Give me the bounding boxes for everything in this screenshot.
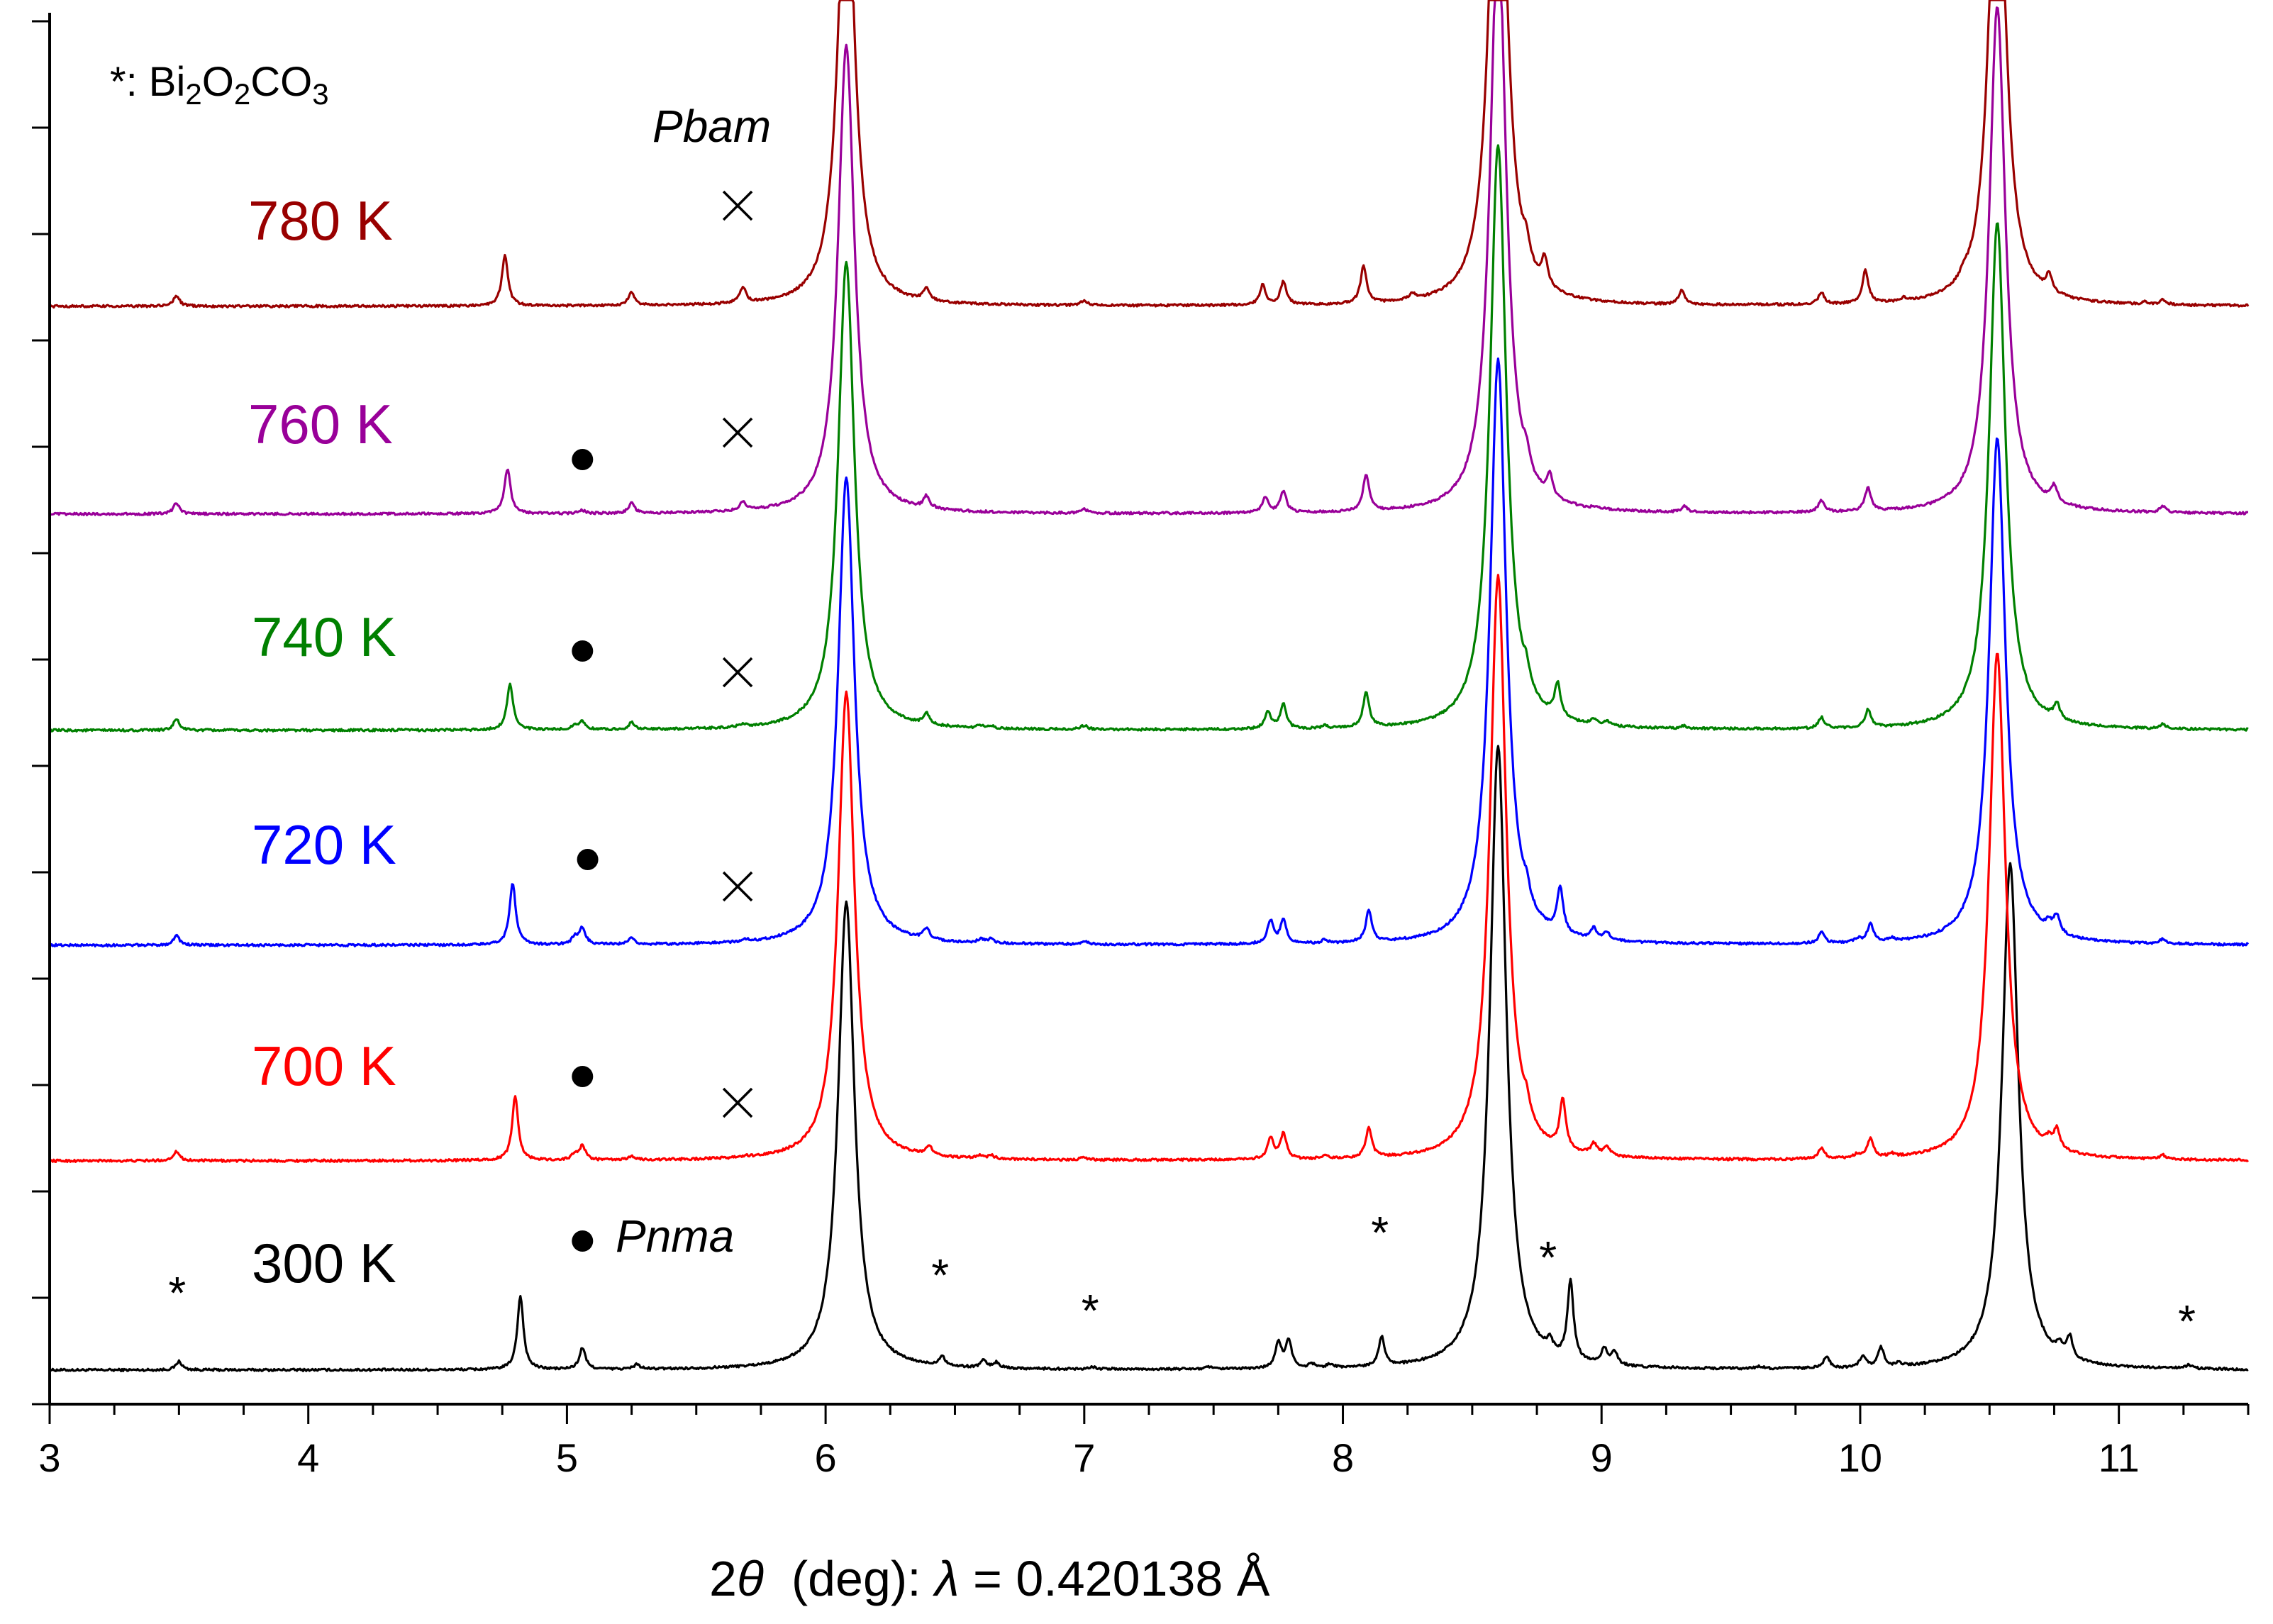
asterisk-marker: * xyxy=(931,1250,949,1301)
dot-marker xyxy=(572,449,594,470)
series-line-780k xyxy=(48,0,2250,309)
series-label-780k: 780 K xyxy=(248,189,393,252)
legend-bi2o2co3: *: Bi2O2CO3 xyxy=(110,59,329,111)
series-label-740k: 740 K xyxy=(252,606,396,668)
cross-marker xyxy=(722,190,753,221)
cross-marker xyxy=(722,1087,753,1118)
legend-marker: * xyxy=(110,59,126,105)
series-line-720k xyxy=(49,357,2250,948)
cross-marker xyxy=(722,417,753,448)
dot-marker xyxy=(572,640,594,662)
x-tick-label: 11 xyxy=(2099,1435,2140,1480)
asterisk-marker: * xyxy=(2178,1296,2196,1347)
cross-marker xyxy=(722,657,753,688)
asterisk-marker: * xyxy=(1082,1285,1099,1336)
series-line-700k xyxy=(48,574,2249,1164)
series-line-300k xyxy=(49,745,2249,1373)
dot-marker xyxy=(572,1230,594,1252)
x-tick-label: 3 xyxy=(38,1435,60,1480)
asterisk-marker: * xyxy=(1539,1232,1557,1283)
x-tick-label: 4 xyxy=(297,1435,319,1480)
x-tick-label: 5 xyxy=(556,1435,578,1480)
series-line-760k xyxy=(49,0,2249,517)
text-layer: *: Bi2O2CO3 Pbam Pnma 2θ (deg): λ = 0.42… xyxy=(110,59,1270,1606)
asterisk-marker: * xyxy=(168,1267,186,1318)
phase-label-pbam: Pbam xyxy=(652,101,771,152)
series-label-700k: 700 K xyxy=(252,1035,396,1097)
series-line-740k xyxy=(48,144,2249,733)
phase-label-pnma: Pnma xyxy=(616,1211,734,1262)
dot-marker xyxy=(572,1066,594,1087)
marker-layer: * * * * * * xyxy=(168,190,2196,1347)
series-label-720k: 720 K xyxy=(252,813,396,876)
series-layer xyxy=(48,0,2250,1373)
x-tick-label: 10 xyxy=(1838,1435,1882,1480)
dot-marker xyxy=(577,849,599,870)
cross-marker xyxy=(722,871,753,902)
series-label-300k: 300 K xyxy=(252,1232,396,1294)
axes-layer: 3 4 5 6 7 8 9 10 11 xyxy=(32,13,2250,1480)
x-tick-label: 8 xyxy=(1332,1435,1354,1480)
x-axis-title: 2θ (deg): λ = 0.420138 Å xyxy=(709,1551,1270,1606)
series-label-760k: 760 K xyxy=(248,393,393,455)
x-tick-label: 6 xyxy=(815,1435,837,1480)
x-tick-label: 9 xyxy=(1591,1435,1613,1480)
asterisk-marker: * xyxy=(1371,1207,1389,1258)
x-tick-label: 7 xyxy=(1073,1435,1095,1480)
